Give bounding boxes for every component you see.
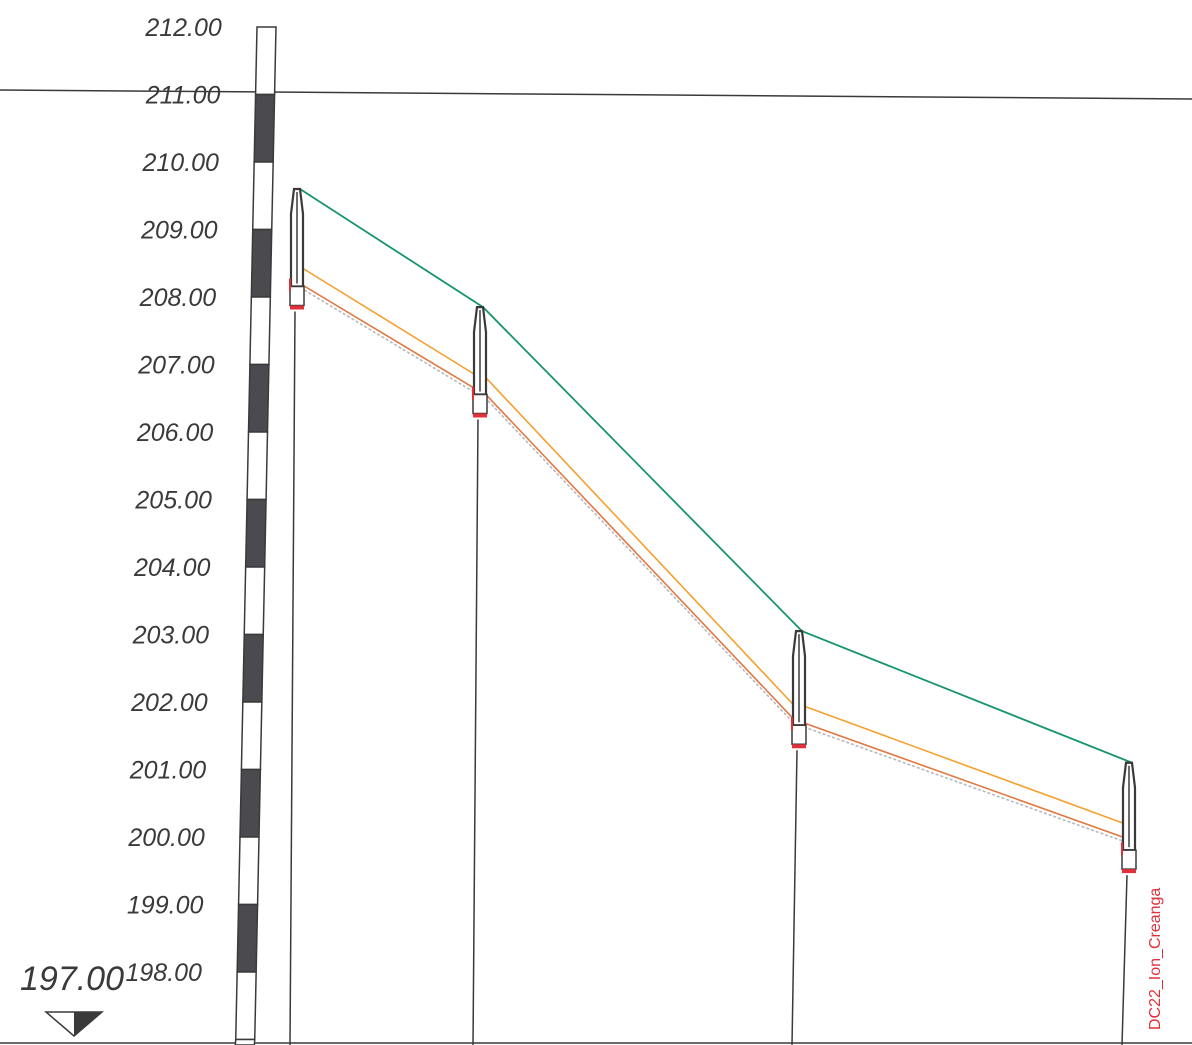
pipe-crown-line: [299, 265, 1125, 825]
manhole-base: [472, 393, 488, 415]
manhole: [289, 187, 305, 1045]
manhole: [791, 630, 807, 1045]
scale-segment: [236, 903, 259, 973]
manhole-drop-line: [1121, 875, 1128, 1045]
scale-segment: [251, 161, 274, 231]
scale-segment: [244, 498, 267, 568]
elevation-tick-label: 206.00: [136, 419, 214, 447]
elevation-tick-label: 205.00: [134, 487, 212, 515]
elevation-tick-label: 204.00: [133, 554, 211, 582]
elevation-tick-label: 198.00: [125, 959, 202, 987]
scale-segment: [247, 363, 270, 433]
elevation-tick-label: 201.00: [129, 757, 207, 785]
scale-segment: [234, 971, 257, 1041]
manhole: [1121, 761, 1137, 1045]
pipe-invert-line: [299, 282, 1125, 839]
manhole-base: [1121, 849, 1137, 870]
manhole-base: [791, 724, 807, 745]
elevation-tick-label: 211.00: [145, 82, 221, 110]
manhole-drop-line: [289, 311, 296, 1045]
scale-segment: [242, 633, 265, 703]
manhole-structures: [289, 187, 1137, 1045]
scale-segment: [234, 1038, 256, 1045]
profile-lines: [299, 188, 1133, 843]
elevation-tick-label: 199.00: [127, 892, 204, 920]
elevation-tick-label: 203.00: [132, 622, 210, 650]
manhole: [472, 306, 488, 1045]
elevation-tick-label: 210.00: [142, 149, 220, 177]
scale-segment: [239, 768, 262, 838]
elevation-tick-label: 202.00: [130, 689, 208, 717]
elevation-scale-labels: 212.00 211.00 210.00 209.00 208.00 207.00 206.…: [125, 14, 221, 987]
scale-segment: [237, 836, 260, 906]
pipe-bedding-line: [299, 286, 1125, 843]
ground-line: [299, 188, 1133, 764]
scale-segment: [246, 431, 269, 501]
scale-segment: [243, 566, 266, 636]
elevation-tick-label: 212.00: [144, 14, 222, 42]
elevation-tick-label: 200.00: [127, 824, 205, 852]
manhole-drop-line: [791, 750, 798, 1045]
scale-segment: [240, 701, 263, 771]
scale-segment: [254, 26, 277, 96]
scale-segment: [250, 228, 273, 298]
elevation-tick-label: 208.00: [139, 284, 217, 312]
elevation-scale-bar: [234, 26, 277, 1045]
scale-segment: [249, 296, 272, 366]
manhole-drop-line: [472, 419, 479, 1045]
station-name-label: DC22_Ion_Creanga: [1147, 888, 1164, 1030]
datum-marker-icon: [43, 1011, 105, 1037]
scale-segment: [253, 93, 276, 163]
elevation-tick-label: 209.00: [140, 217, 218, 245]
datum-elevation-label: 197.00: [20, 960, 124, 998]
elevation-tick-label: 207.00: [137, 352, 215, 380]
top-reference-line: [0, 89, 1192, 100]
manhole-base: [289, 285, 305, 307]
